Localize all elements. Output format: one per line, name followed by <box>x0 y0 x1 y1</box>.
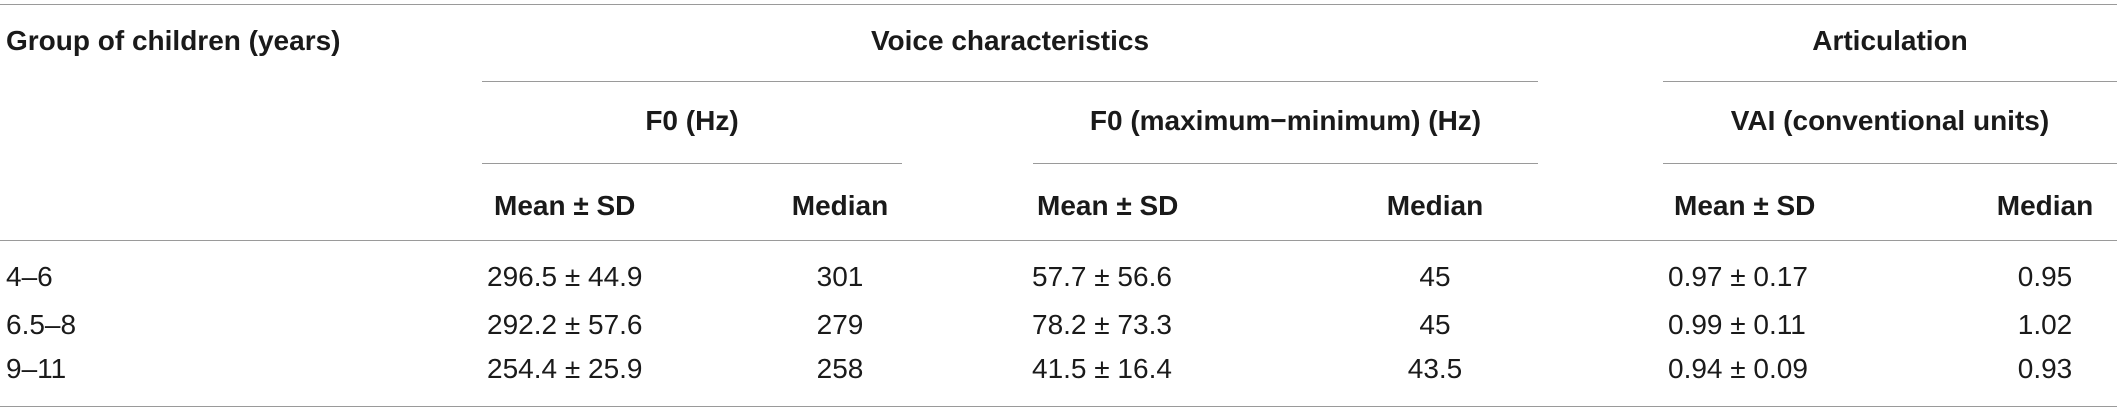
vai-median-cell: 0.95 <box>2017 261 2073 292</box>
group-cell: 6.5–8 <box>6 309 77 340</box>
f0-median-cell: 301 <box>816 261 864 292</box>
vai-mean-sd-cell: 0.99 ± 0.11 <box>1668 309 1806 340</box>
range-median-cell: 45 <box>1419 309 1451 340</box>
voice-group-header: Voice characteristics <box>870 25 1150 56</box>
f0-mean-sd-cell: 254.4 ± 25.9 <box>487 353 643 384</box>
vai-median-cell: 0.93 <box>2017 353 2073 384</box>
row-label-header: Group of children (years) <box>6 25 341 56</box>
top-rule <box>0 4 2117 5</box>
vai-subgroup-rule <box>1663 163 2117 164</box>
f0-mean-sd-header: Mean ± SD <box>494 190 636 221</box>
voice-group-rule <box>482 81 1538 82</box>
range-median-header: Median <box>1386 190 1484 221</box>
range-mean-sd-cell: 78.2 ± 73.3 <box>1032 309 1172 340</box>
f0-mean-sd-cell: 296.5 ± 44.9 <box>487 261 643 292</box>
f0-median-cell: 279 <box>816 309 864 340</box>
vai-mean-sd-cell: 0.97 ± 0.17 <box>1668 261 1808 292</box>
f0-range-subgroup-rule <box>1033 163 1538 164</box>
group-cell: 4–6 <box>6 261 53 292</box>
range-mean-sd-cell: 57.7 ± 56.6 <box>1032 261 1172 292</box>
header-bottom-rule <box>0 240 2117 241</box>
f0-subgroup-rule <box>482 163 902 164</box>
range-mean-sd-cell: 41.5 ± 16.4 <box>1032 353 1172 384</box>
range-median-cell: 43.5 <box>1407 353 1463 384</box>
f0-median-cell: 258 <box>816 353 864 384</box>
vai-median-cell: 1.02 <box>2017 309 2073 340</box>
f0-range-header: F0 (maximum−minimum) (Hz) <box>1089 105 1482 136</box>
vai-mean-sd-header: Mean ± SD <box>1674 190 1816 221</box>
articulation-group-rule <box>1663 81 2117 82</box>
bottom-rule <box>0 406 2117 407</box>
articulation-group-header: Articulation <box>1812 25 1968 56</box>
group-cell: 9–11 <box>6 353 67 384</box>
range-mean-sd-header: Mean ± SD <box>1037 190 1179 221</box>
vai-header: VAI (conventional units) <box>1730 105 2050 136</box>
f0-median-header: Median <box>791 190 889 221</box>
vai-mean-sd-cell: 0.94 ± 0.09 <box>1668 353 1808 384</box>
vai-median-header: Median <box>1996 190 2094 221</box>
f0-header: F0 (Hz) <box>645 105 739 136</box>
f0-mean-sd-cell: 292.2 ± 57.6 <box>487 309 643 340</box>
range-median-cell: 45 <box>1419 261 1451 292</box>
